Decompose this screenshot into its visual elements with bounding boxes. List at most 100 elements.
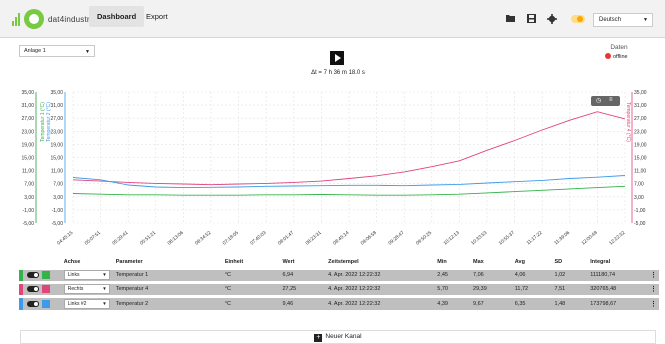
x-tick-label: 05:51:21 bbox=[139, 230, 157, 246]
status-badge: offline bbox=[605, 53, 628, 60]
anlage-select[interactable]: Anlage 1 ▼ bbox=[19, 45, 95, 57]
einheit-cell: °C bbox=[220, 294, 279, 310]
channel-toggle-cell bbox=[23, 294, 60, 310]
x-tick-label: 10:55:37 bbox=[498, 230, 516, 246]
col-zeitstempel: Zeitstempel bbox=[328, 259, 359, 266]
y-tick-label-left: 27,00 bbox=[21, 116, 34, 122]
x-tick-label: 12:00:48 bbox=[581, 230, 599, 246]
toggle-switch-icon[interactable] bbox=[27, 286, 39, 292]
clock-icon[interactable]: ◷ bbox=[596, 98, 602, 104]
status-text: offline bbox=[613, 54, 628, 60]
sd-cell: 1,02 bbox=[550, 266, 587, 282]
new-channel-label: Neuer Kanal bbox=[325, 333, 362, 340]
x-tick-label: 09:50:25 bbox=[415, 230, 433, 246]
channel-toggle-cell bbox=[23, 266, 60, 282]
x-tick-label: 08:01:47 bbox=[277, 230, 295, 246]
col-einheit: Einheit bbox=[224, 259, 244, 266]
avg-cell: 4,06 bbox=[510, 266, 551, 282]
einheit-cell: °C bbox=[220, 266, 279, 282]
parameter-cell: Temperatur 4 bbox=[111, 280, 221, 296]
channel-table: Achse Parameter Einheit Wert Zeitstempel… bbox=[19, 258, 659, 310]
logo-bars-icon bbox=[12, 12, 20, 26]
y-tick-label-right: 15,00 bbox=[634, 156, 647, 162]
row-color-bar bbox=[19, 280, 23, 296]
col-avg: Avg bbox=[514, 259, 525, 266]
x-tick-label: 10:12:13 bbox=[443, 230, 461, 246]
line-chart[interactable]: 35,00 35,00 35,00 31,00 31,00 31,00 27,00 27,00… bbox=[0, 82, 665, 247]
toggle-switch-icon[interactable] bbox=[27, 272, 39, 278]
gear-icon[interactable] bbox=[547, 14, 557, 27]
min-cell: 2,45 bbox=[433, 266, 470, 282]
chart-area: 35,00 35,00 35,00 31,00 31,00 31,00 27,00 27,00… bbox=[0, 82, 665, 247]
achse-value: Rechts bbox=[67, 286, 84, 292]
delta-time: Δt = 7 h 36 m 18.0 s bbox=[311, 70, 365, 76]
row-menu-icon[interactable]: ⋮ bbox=[645, 294, 659, 310]
avg-cell: 11,72 bbox=[510, 280, 551, 296]
sd-cell: 1,48 bbox=[550, 294, 587, 310]
tab-dashboard[interactable]: Dashboard bbox=[89, 6, 145, 27]
x-tick-label: 08:23:31 bbox=[305, 230, 323, 246]
color-swatch[interactable] bbox=[42, 271, 50, 279]
language-value: Deutsch bbox=[599, 17, 622, 23]
color-swatch[interactable] bbox=[42, 299, 50, 308]
max-cell: 9,67 bbox=[469, 294, 511, 310]
col-wert: Wert bbox=[282, 259, 295, 266]
x-tick-label: 09:06:58 bbox=[360, 230, 378, 246]
y-tick-label-left: 3,00 bbox=[24, 195, 34, 201]
y-tick-label-left2: 31,00 bbox=[50, 103, 63, 109]
x-tick-label: 05:29:41 bbox=[111, 230, 129, 246]
left2-axis-title: Temperatur 2 (°C) bbox=[46, 102, 52, 142]
einheit-cell: °C bbox=[220, 280, 279, 296]
new-channel-button[interactable]: + Neuer Kanal bbox=[20, 330, 656, 344]
menu-icon[interactable]: ≡ bbox=[609, 97, 613, 103]
y-tick-label-right: 19,00 bbox=[634, 142, 647, 148]
y-tick-label-left2: 15,00 bbox=[50, 156, 63, 162]
color-swatch[interactable] bbox=[42, 285, 50, 293]
y-tick-label-left2: -5,00 bbox=[52, 221, 64, 227]
integral-cell: 111180,74 bbox=[586, 266, 646, 282]
logo-text: dat4industry bbox=[48, 14, 94, 24]
x-tick-label: 10:33:53 bbox=[470, 230, 488, 246]
y-tick-label-left2: -1,00 bbox=[52, 208, 64, 214]
series-line bbox=[72, 111, 626, 186]
x-tick-label: 11:39:06 bbox=[553, 230, 571, 246]
y-tick-label-left: 23,00 bbox=[21, 129, 34, 135]
achse-select[interactable]: Rechts ▼ bbox=[63, 284, 110, 294]
wert-cell: 6,94 bbox=[278, 266, 325, 282]
folder-open-icon[interactable] bbox=[506, 14, 516, 26]
y-tick-label-right: 31,00 bbox=[634, 103, 647, 109]
y-tick-label-left: 15,00 bbox=[21, 156, 34, 162]
zeitstempel-cell: 4. Apr. 2022 12:22:32 bbox=[324, 294, 434, 310]
chevron-down-icon: ▼ bbox=[85, 49, 90, 55]
tab-export[interactable]: Export bbox=[146, 12, 168, 21]
toggle-switch-icon[interactable] bbox=[27, 300, 39, 307]
language-select[interactable]: Deutsch ▼ bbox=[593, 13, 653, 27]
theme-toggle-icon[interactable] bbox=[571, 15, 585, 23]
parameter-cell: Temperatur 2 bbox=[111, 294, 221, 310]
x-tick-label: 04:45:15 bbox=[56, 230, 74, 246]
chart-controls[interactable]: ◷ ≡ bbox=[591, 96, 620, 106]
integral-cell: 173798,67 bbox=[586, 294, 646, 310]
row-menu-icon[interactable]: ⋮ bbox=[645, 280, 659, 296]
achse-cell: Links ▼ bbox=[59, 266, 112, 282]
y-tick-label-right: 11,00 bbox=[634, 169, 646, 175]
zeitstempel-cell: 4. Apr. 2022 12:22:32 bbox=[324, 266, 434, 282]
y-tick-label-left: 35,00 bbox=[21, 90, 34, 96]
max-cell: 7,06 bbox=[469, 266, 511, 282]
achse-select[interactable]: Links ▼ bbox=[63, 270, 110, 280]
chevron-down-icon: ▼ bbox=[102, 286, 107, 291]
achse-value: Links #2 bbox=[67, 300, 87, 307]
min-cell: 5,70 bbox=[433, 280, 470, 296]
row-menu-icon[interactable]: ⋮ bbox=[645, 266, 659, 282]
col-achse: Achse bbox=[63, 259, 81, 266]
y-tick-label-right: 7,00 bbox=[634, 182, 644, 188]
achse-select[interactable]: Links #2 ▼ bbox=[63, 298, 110, 309]
top-navbar: dat4industry Dashboard Export Deutsch ▼ bbox=[0, 0, 665, 38]
status-dot-icon bbox=[605, 53, 611, 59]
col-sd: SD bbox=[554, 259, 563, 266]
app-logo[interactable]: dat4industry bbox=[12, 7, 94, 31]
play-button[interactable] bbox=[330, 51, 344, 65]
min-cell: 4,39 bbox=[433, 294, 470, 310]
plus-icon: + bbox=[314, 334, 323, 342]
save-icon[interactable] bbox=[527, 14, 536, 26]
